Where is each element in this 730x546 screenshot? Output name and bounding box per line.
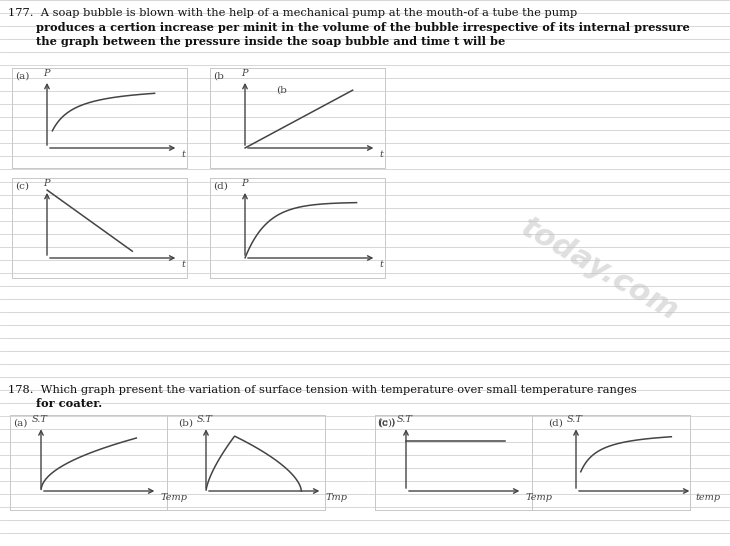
Text: temp: temp <box>695 493 721 502</box>
Text: Tmp: Tmp <box>326 493 347 502</box>
Text: t: t <box>181 260 185 269</box>
Text: Temp: Temp <box>526 493 553 502</box>
Text: (c ): (c ) <box>378 418 395 427</box>
Text: t: t <box>181 150 185 159</box>
Text: today.com: today.com <box>516 213 684 327</box>
Text: P: P <box>241 179 247 188</box>
Text: (b: (b <box>213 72 224 81</box>
Text: t: t <box>380 260 383 269</box>
Text: (c): (c) <box>15 182 29 191</box>
Text: S.T: S.T <box>32 416 48 424</box>
Text: S.T: S.T <box>567 416 583 424</box>
Text: for coater.: for coater. <box>8 398 102 409</box>
Text: (a): (a) <box>13 419 28 428</box>
Text: 177.  A soap bubble is blown with the help of a mechanical pump at the mouth-of : 177. A soap bubble is blown with the hel… <box>8 8 577 18</box>
Text: the graph between the pressure inside the soap bubble and time t will be: the graph between the pressure inside th… <box>8 36 505 47</box>
Text: Temp: Temp <box>161 493 188 502</box>
Text: (c): (c) <box>378 419 392 428</box>
Text: S.T: S.T <box>397 416 413 424</box>
Text: (b: (b <box>277 86 288 95</box>
Text: 178.  Which graph present the variation of surface tension with temperature over: 178. Which graph present the variation o… <box>8 385 637 395</box>
Text: (c ): (c ) <box>378 419 395 428</box>
Text: (b): (b) <box>178 419 193 428</box>
Text: (d): (d) <box>213 182 228 191</box>
Text: P: P <box>43 179 49 188</box>
Text: P: P <box>241 69 247 78</box>
Text: P: P <box>43 69 49 78</box>
Text: (d): (d) <box>548 419 563 428</box>
Text: S.T: S.T <box>197 416 213 424</box>
Text: t: t <box>380 150 383 159</box>
Text: produces a certion increase per minit in the volume of the bubble irrespective o: produces a certion increase per minit in… <box>8 22 690 33</box>
Text: (a): (a) <box>15 72 29 81</box>
